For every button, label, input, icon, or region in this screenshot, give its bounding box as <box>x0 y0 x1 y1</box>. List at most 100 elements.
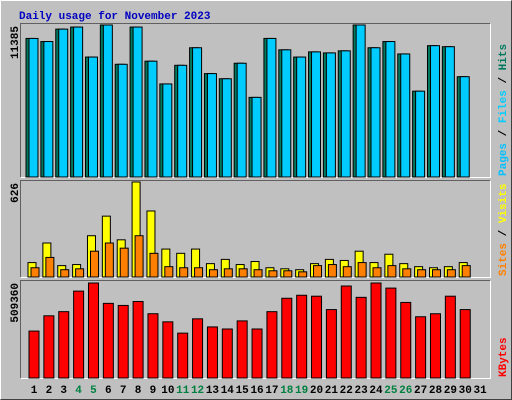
x-tick-label: 9 <box>150 385 157 397</box>
bar <box>281 49 292 178</box>
bar <box>355 24 366 178</box>
bar <box>149 252 159 278</box>
x-tick-label: 26 <box>399 385 412 397</box>
y-max-label: 11385 <box>10 26 22 59</box>
x-tick-label: 12 <box>191 385 204 397</box>
x-tick-label: 5 <box>90 385 97 397</box>
bar <box>87 56 98 178</box>
x-tick-label: 8 <box>135 385 142 397</box>
bar <box>311 295 323 379</box>
bar <box>179 267 189 278</box>
x-tick-label: 19 <box>295 385 308 397</box>
bar <box>73 290 85 379</box>
x-tick-label: 22 <box>340 385 353 397</box>
x-tick-label: 11 <box>176 385 190 397</box>
bar <box>385 41 396 178</box>
legend-separator: / <box>498 123 510 143</box>
bar <box>206 326 218 379</box>
x-tick-label: 3 <box>60 385 67 397</box>
bar <box>311 51 322 178</box>
bar <box>444 46 455 178</box>
x-tick-label: 28 <box>429 385 443 397</box>
bar <box>461 265 471 278</box>
legend-entry: Visits <box>498 184 510 224</box>
bar <box>296 294 308 379</box>
x-tick-label: 27 <box>414 385 427 397</box>
bar <box>75 268 85 278</box>
bar <box>417 269 427 278</box>
bar <box>30 267 40 278</box>
x-tick-label: 20 <box>310 385 323 397</box>
x-tick-label: 15 <box>236 385 250 397</box>
legend-separator: / <box>498 223 510 243</box>
bar <box>223 268 233 278</box>
x-tick-label: 6 <box>105 385 112 397</box>
bar <box>253 269 263 278</box>
bar <box>132 300 144 379</box>
bar <box>132 26 143 178</box>
bar <box>221 328 233 379</box>
bar <box>177 332 189 379</box>
panel-edge-dark <box>20 23 491 178</box>
bar <box>87 282 99 379</box>
bar <box>340 285 352 379</box>
bar <box>89 250 99 278</box>
bar <box>43 41 54 178</box>
legend: Sites / Visits <box>498 184 510 276</box>
bar <box>194 267 204 278</box>
y-max-label: 509360 <box>10 283 22 323</box>
y-max-label: 626 <box>10 183 22 203</box>
bar <box>402 268 412 278</box>
legend: Pages / Files / Hits <box>498 44 510 176</box>
bar <box>415 90 426 178</box>
x-tick-label: 17 <box>265 385 278 397</box>
bar <box>325 309 337 379</box>
legend-entry: Sites <box>498 243 510 276</box>
bar <box>266 37 277 178</box>
bar <box>43 315 55 379</box>
bar <box>251 328 263 379</box>
bar <box>431 269 441 278</box>
bar <box>370 47 381 178</box>
panel-edge-dark <box>20 180 491 278</box>
bar <box>162 321 174 379</box>
bar <box>283 270 293 278</box>
bar <box>164 266 174 278</box>
bar <box>429 313 441 379</box>
legend-entry: Pages <box>498 143 510 176</box>
x-tick-label: 31 <box>473 385 487 397</box>
bar <box>177 64 188 178</box>
bar <box>251 96 262 178</box>
bar <box>58 311 70 379</box>
x-tick-label: 2 <box>46 385 53 397</box>
panel-edge-light <box>20 180 491 278</box>
x-tick-label: 18 <box>280 385 294 397</box>
bar <box>313 265 323 278</box>
bar <box>298 271 308 278</box>
legend: KBytes <box>498 337 510 377</box>
bar <box>459 76 470 178</box>
bar <box>147 313 159 379</box>
bar <box>385 287 397 379</box>
x-tick-label: 1 <box>31 385 38 397</box>
bar <box>28 37 39 178</box>
x-tick-label: 7 <box>120 385 127 397</box>
bar <box>400 53 411 178</box>
x-tick-label: 14 <box>221 385 235 397</box>
bar <box>236 320 248 379</box>
bar <box>60 269 70 278</box>
bar <box>342 266 352 278</box>
bar <box>117 304 129 379</box>
bar <box>134 235 144 278</box>
bar <box>429 45 440 178</box>
x-tick-label: 16 <box>250 385 263 397</box>
legend-separator: / <box>498 70 510 90</box>
panel-edge-dark <box>20 280 491 379</box>
bar <box>327 264 337 278</box>
bar <box>162 83 173 178</box>
bar <box>192 47 203 178</box>
bar <box>400 301 412 379</box>
bar <box>208 269 218 278</box>
bar <box>73 26 84 178</box>
